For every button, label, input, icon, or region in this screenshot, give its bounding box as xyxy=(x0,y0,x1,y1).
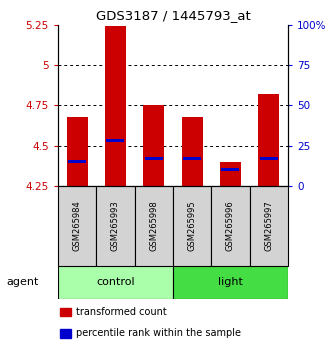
Bar xyxy=(183,157,201,160)
Bar xyxy=(96,186,135,266)
Bar xyxy=(67,116,88,186)
Bar xyxy=(60,308,71,316)
Bar xyxy=(145,157,163,160)
Bar xyxy=(60,329,71,338)
Bar xyxy=(258,94,279,186)
Bar xyxy=(58,186,96,266)
Bar xyxy=(260,157,278,160)
Text: GSM265996: GSM265996 xyxy=(226,201,235,251)
Bar xyxy=(135,186,173,266)
Bar xyxy=(173,186,211,266)
Text: GSM265997: GSM265997 xyxy=(264,201,273,251)
Text: GSM265995: GSM265995 xyxy=(188,201,197,251)
Text: GSM265993: GSM265993 xyxy=(111,201,120,251)
Bar xyxy=(173,266,288,298)
Bar xyxy=(250,186,288,266)
Text: GSM265998: GSM265998 xyxy=(149,201,158,251)
Bar xyxy=(220,162,241,186)
Bar xyxy=(58,266,173,298)
Title: GDS3187 / 1445793_at: GDS3187 / 1445793_at xyxy=(96,9,250,22)
Text: percentile rank within the sample: percentile rank within the sample xyxy=(76,329,241,338)
Bar xyxy=(182,116,203,186)
Text: GSM265984: GSM265984 xyxy=(72,201,82,251)
Text: control: control xyxy=(96,278,135,287)
Bar xyxy=(68,160,86,163)
Text: light: light xyxy=(218,278,243,287)
Bar xyxy=(221,168,239,171)
Bar xyxy=(211,186,250,266)
Bar xyxy=(143,105,164,186)
Bar xyxy=(105,27,126,186)
Text: agent: agent xyxy=(6,278,39,287)
Bar xyxy=(107,139,124,142)
Text: transformed count: transformed count xyxy=(76,307,167,317)
